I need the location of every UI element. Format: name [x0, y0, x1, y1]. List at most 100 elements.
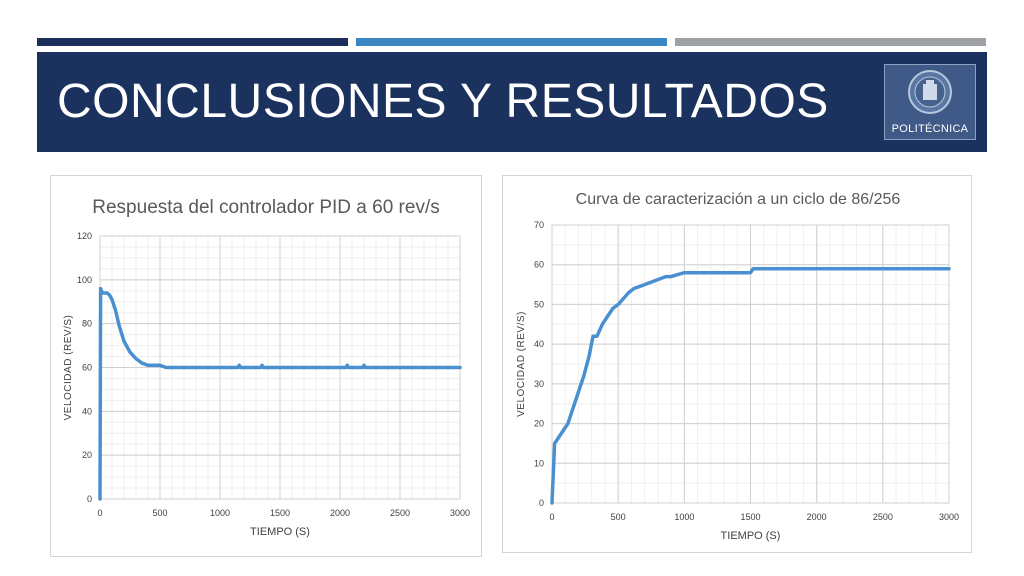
title-banner: CONCLUSIONES Y RESULTADOS POLITÉCNICA	[37, 52, 987, 152]
data-point	[238, 364, 241, 367]
data-point	[648, 281, 652, 284]
data-point	[134, 357, 138, 360]
x-tick-label: 1500	[270, 508, 290, 518]
data-point	[556, 438, 559, 441]
y-axis-label: VELOCIDAD (REV/S)	[63, 315, 74, 421]
x-tick-label: 2500	[390, 508, 410, 518]
data-point	[118, 324, 121, 328]
data-point	[108, 293, 111, 297]
data-point	[152, 364, 156, 367]
data-point	[254, 366, 258, 369]
y-tick-label: 20	[534, 419, 544, 429]
data-point	[140, 361, 144, 365]
x-tick-label: 2000	[807, 512, 827, 522]
x-axis-label: TIEMPO (S)	[250, 526, 310, 538]
x-tick-label: 0	[549, 512, 554, 522]
data-point	[749, 271, 752, 274]
x-tick-label: 2500	[873, 512, 893, 522]
x-tick-label: 2000	[330, 508, 350, 518]
data-point	[632, 287, 636, 290]
data-point	[789, 267, 792, 270]
data-point	[606, 315, 609, 318]
data-point	[99, 287, 102, 290]
data-point	[361, 366, 364, 369]
chart-title: Respuesta del controlador PID a 60 rev/s	[92, 197, 439, 218]
y-tick-label: 10	[534, 458, 544, 468]
x-tick-label: 3000	[939, 512, 959, 522]
data-point	[571, 406, 575, 409]
data-point	[587, 354, 591, 358]
y-tick-label: 80	[82, 319, 92, 329]
data-point	[218, 366, 222, 369]
data-point	[638, 285, 641, 288]
x-tick-label: 3000	[450, 508, 470, 518]
data-point	[553, 442, 556, 445]
data-point	[611, 307, 615, 310]
data-point	[260, 364, 264, 367]
characterization-curve-chart: Curva de caracterización a un ciclo de 8…	[502, 175, 972, 553]
series-line	[550, 266, 951, 505]
data-point	[128, 350, 132, 354]
data-point	[591, 335, 595, 338]
data-point	[158, 364, 162, 367]
data-point	[601, 323, 604, 326]
y-tick-label: 40	[534, 339, 544, 349]
accent-bar-blue	[356, 38, 667, 46]
data-point	[616, 303, 620, 306]
data-point	[566, 422, 570, 425]
y-tick-label: 30	[534, 379, 544, 389]
data-point	[110, 298, 114, 301]
data-point	[262, 366, 265, 369]
y-tick-label: 120	[77, 231, 92, 241]
data-point	[841, 267, 845, 270]
y-tick-label: 20	[82, 450, 92, 460]
pid-response-chart: Respuesta del controlador PID a 60 rev/s…	[50, 175, 482, 557]
data-point	[259, 366, 262, 369]
x-tick-label: 1500	[740, 512, 760, 522]
data-point	[98, 497, 102, 501]
data-point	[364, 366, 367, 369]
data-point	[398, 366, 402, 369]
seal-icon	[908, 70, 952, 114]
data-point	[947, 267, 951, 270]
x-tick-label: 500	[611, 512, 626, 522]
data-point	[164, 366, 168, 369]
data-point	[346, 364, 349, 367]
data-point	[664, 275, 668, 278]
x-tick-label: 1000	[674, 512, 694, 522]
data-point	[622, 297, 625, 300]
y-tick-label: 60	[534, 260, 544, 270]
y-tick-label: 100	[77, 275, 92, 285]
data-point	[103, 291, 106, 295]
data-point	[170, 366, 174, 369]
y-tick-label: 40	[82, 406, 92, 416]
x-tick-label: 500	[152, 508, 167, 518]
x-tick-label: 1000	[210, 508, 230, 518]
data-point	[577, 390, 580, 393]
data-point	[194, 366, 198, 369]
y-tick-label: 60	[82, 363, 92, 373]
data-point	[676, 273, 679, 276]
data-point	[627, 291, 630, 294]
data-point	[659, 277, 662, 280]
data-point	[595, 335, 599, 338]
data-point	[236, 366, 240, 369]
data-point	[654, 279, 657, 282]
data-point	[290, 366, 294, 369]
data-point	[894, 267, 898, 270]
university-logo: POLITÉCNICA	[884, 64, 976, 140]
logo-text: POLITÉCNICA	[891, 123, 969, 135]
accent-bar-gray	[675, 38, 986, 46]
data-point	[347, 366, 350, 369]
page-title: CONCLUSIONES Y RESULTADOS	[57, 75, 829, 128]
data-point	[101, 291, 104, 295]
data-point	[683, 271, 686, 274]
x-axis-label: TIEMPO (S)	[721, 530, 781, 542]
data-point	[582, 374, 585, 378]
data-point	[146, 364, 150, 367]
y-tick-label: 0	[87, 494, 92, 504]
data-point	[458, 366, 462, 369]
data-point	[338, 366, 342, 369]
y-tick-label: 70	[534, 220, 544, 230]
data-point	[669, 275, 673, 278]
